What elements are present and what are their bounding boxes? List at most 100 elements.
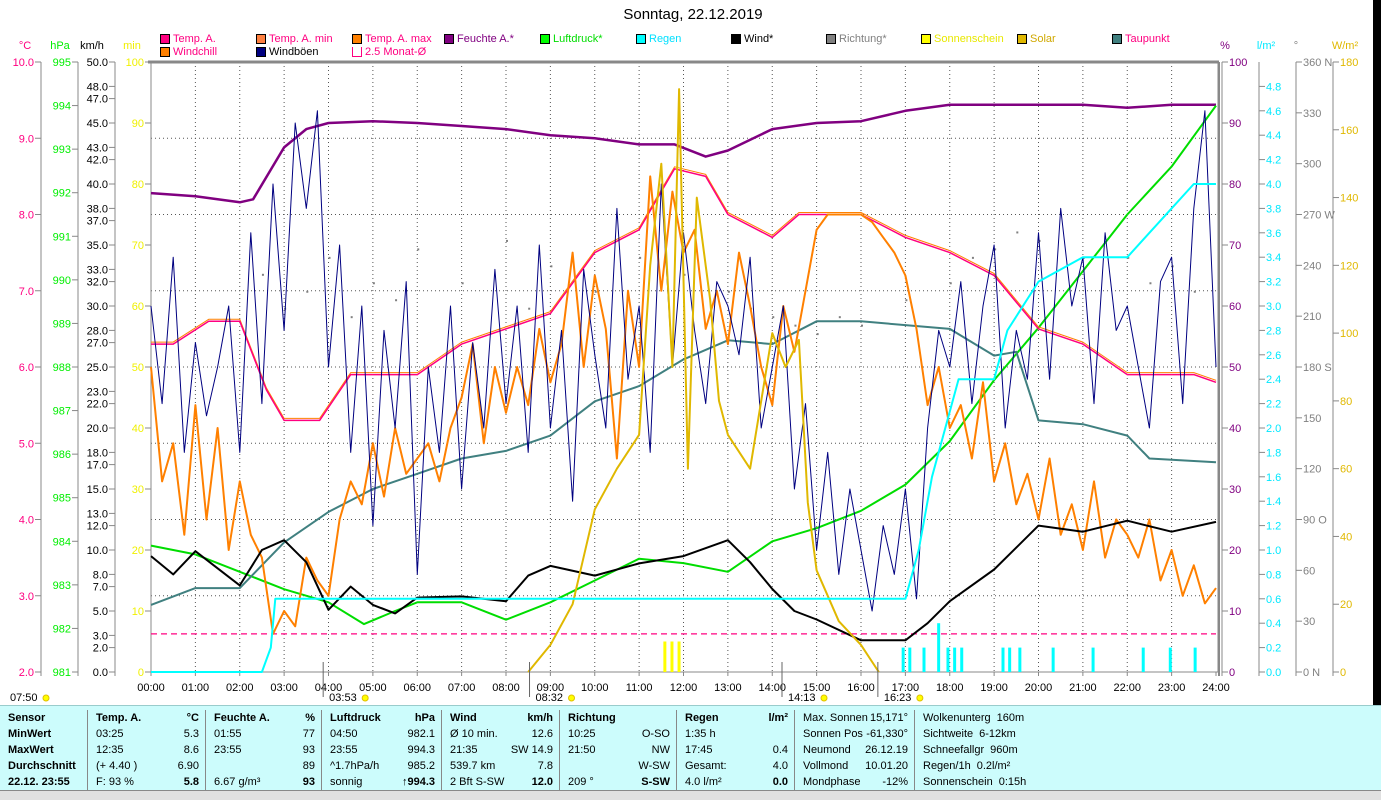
direction-point — [528, 307, 531, 310]
wind-tick-label: 2.0 — [93, 643, 108, 655]
cell-label: 17:45 — [685, 744, 713, 756]
wind-tick-label: 17.0 — [87, 460, 108, 472]
legend-item: Richtung* — [826, 33, 887, 45]
cell-value: 5.3 — [183, 728, 199, 740]
direction-tick-label: 150 — [1303, 413, 1321, 425]
pressure-tick-label: 985 — [53, 493, 71, 505]
wind-tick-label: 5.0 — [93, 606, 108, 618]
direction-tick-label: 30 — [1303, 616, 1315, 628]
rain-tick-label: 4.8 — [1266, 81, 1281, 93]
sensor-header: Sensor — [8, 712, 46, 724]
solar-tick-label: 140 — [1340, 193, 1358, 205]
legend-label: Feuchte A.* — [457, 33, 514, 45]
solar-tick-label: 80 — [1340, 396, 1352, 408]
rain-tick-label: 2.6 — [1266, 350, 1281, 362]
legend-label: Richtung* — [839, 33, 887, 45]
info-value: 26.12.19 — [865, 744, 908, 756]
time-marker-label: 16:23 — [884, 692, 912, 704]
info-row: Regen/1h 0.2l/m² — [923, 758, 1039, 774]
legend-item: 2.5 Monat-Ø — [352, 46, 426, 58]
direction-point — [328, 256, 331, 259]
x-tick-label: 07:00 — [448, 682, 476, 694]
direction-tick-label: 210 — [1303, 311, 1321, 323]
humidity-tick-label: 50 — [1229, 362, 1241, 374]
info-value: -12% — [882, 776, 908, 788]
x-tick-label: 13:00 — [714, 682, 742, 694]
column-unit: °C — [186, 712, 199, 724]
cell-label: 12:35 — [96, 744, 124, 756]
legend-label: Wind* — [744, 33, 774, 45]
info-row: Sonnen Pos -61,330° — [803, 726, 908, 742]
pressure-tick-label: 989 — [53, 318, 71, 330]
legend-swatch-icon — [444, 34, 454, 44]
row-label-current: 22.12. 23:55 — [8, 776, 70, 788]
time-marker-label: 03:53 — [329, 692, 357, 704]
table-row: 12:35 8.6 — [96, 742, 199, 758]
table-row: 209 ° S-SW — [568, 774, 670, 790]
direction-point — [1149, 282, 1152, 285]
cell-value: 5.8 — [183, 776, 199, 788]
cell-label: 23:55 — [214, 744, 242, 756]
x-tick-label: 17:00 — [892, 682, 920, 694]
info-row: Schneefallgr 960m — [923, 742, 1039, 758]
series-solar — [527, 88, 880, 673]
table-row: 89 — [214, 758, 315, 774]
info-label: Schneefallgr — [923, 744, 985, 756]
pressure-tick-label: 983 — [53, 580, 71, 592]
rain-tick-label: 2.2 — [1266, 399, 1281, 411]
table-row: 2 Bft S-SW 12.0 — [450, 774, 553, 790]
table-column: Feuchte A.% 01:55 77 23:55 93 89 6.67 g/m³ 93 — [206, 710, 322, 790]
x-tick-label: 24:00 — [1202, 682, 1230, 694]
direction-tick-label: 0 N — [1303, 667, 1320, 679]
legend-item: Regen — [636, 33, 681, 45]
table-column: Temp. A. °C 03:25 5.3 12:35 8.6 (+ 4.40 ) 6.90 F… — [88, 710, 206, 790]
humidity-tick-label: 80 — [1229, 179, 1241, 191]
cell-value: 0.0 — [772, 776, 788, 788]
x-tick-label: 23:00 — [1158, 682, 1186, 694]
wind-tick-label: 37.0 — [87, 216, 108, 228]
sun-tick-label: 10 — [132, 606, 144, 618]
rain-tick-label: 4.2 — [1266, 155, 1281, 167]
cell-label: Gesamt: — [685, 760, 727, 772]
table-row: 1:35 h — [685, 726, 788, 742]
table-row: 10:25 O-SO — [568, 726, 670, 742]
info-row: Max. Sonnen 15,171° — [803, 710, 908, 726]
wind-tick-label: 8.0 — [93, 569, 108, 581]
direction-point — [594, 290, 597, 293]
table-column: Wind km/h Ø 10 min. 12.6 21:35 SW 14.9 539.7 k… — [442, 710, 560, 790]
legend-item: Solar — [1017, 33, 1056, 45]
direction-point — [838, 316, 841, 319]
cell-label: 2 Bft S-SW — [450, 776, 505, 788]
direction-point — [861, 324, 863, 327]
solar-tick-label: 0 — [1340, 667, 1346, 679]
pressure-tick-label: 986 — [53, 449, 71, 461]
x-tick-label: 18:00 — [936, 682, 964, 694]
wind-tick-label: 7.0 — [93, 582, 108, 594]
pressure-tick-label: 981 — [53, 667, 71, 679]
info-value: 10.01.20 — [865, 760, 908, 772]
legend-swatch-icon — [256, 34, 266, 44]
direction-point — [550, 265, 553, 268]
temp-tick-label: 9.0 — [19, 133, 34, 145]
cell-value: 89 — [302, 760, 315, 772]
weather-chart: °C2.03.04.05.06.07.08.09.010.0hPa9819829… — [10, 40, 1358, 704]
direction-point — [461, 282, 464, 285]
temp-tick-label: 7.0 — [19, 286, 34, 298]
cell-label: 03:25 — [96, 728, 124, 740]
pressure-tick-label: 988 — [53, 362, 71, 374]
x-tick-label: 09:00 — [537, 682, 565, 694]
table-column: Regen l/m² 1:35 h 17:45 0.4 Gesamt: 4.0 4.0 l/m… — [677, 710, 795, 790]
rain-tick-label: 0.8 — [1266, 569, 1281, 581]
info-label: Vollmond — [803, 760, 849, 772]
legend-item: Temp. A. — [160, 33, 216, 45]
humidity-tick-label: 40 — [1229, 423, 1241, 435]
sun-axis-unit: min — [123, 40, 141, 52]
info-value: 160m — [996, 712, 1025, 724]
sun-icon — [361, 694, 369, 702]
pressure-tick-label: 995 — [53, 57, 71, 69]
column-header: Feuchte A. — [214, 712, 270, 724]
x-tick-label: 16:00 — [847, 682, 875, 694]
wind-tick-label: 33.0 — [87, 264, 108, 276]
temp-tick-label: 4.0 — [19, 515, 34, 527]
info-row: Sonnenschein 0:15h — [923, 774, 1039, 790]
